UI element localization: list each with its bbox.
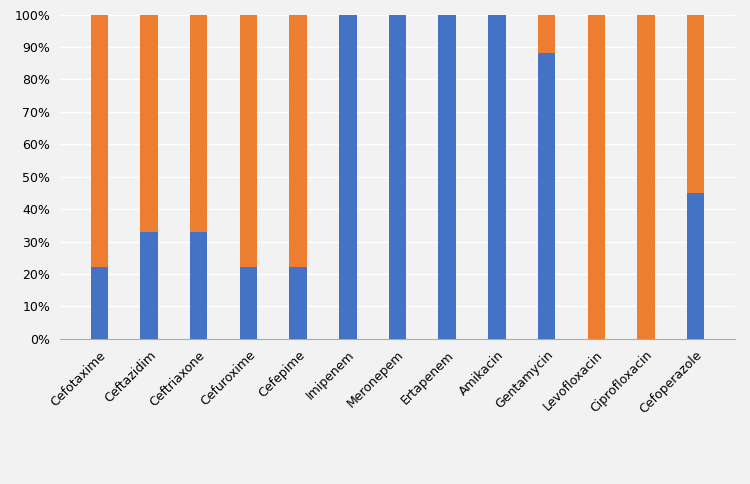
Bar <box>587 15 605 339</box>
Bar <box>140 232 158 339</box>
Bar <box>91 15 108 268</box>
Bar <box>339 15 356 339</box>
Bar <box>687 15 704 193</box>
Bar <box>240 15 257 268</box>
Bar <box>388 15 406 339</box>
Bar <box>190 232 208 339</box>
Legend: Sensitive, Resistant: Sensitive, Resistant <box>304 481 491 484</box>
Bar <box>439 15 456 339</box>
Bar <box>240 268 257 339</box>
Bar <box>190 15 208 232</box>
Bar <box>290 15 307 268</box>
Bar <box>91 268 108 339</box>
Bar <box>538 15 555 53</box>
Bar <box>538 53 555 339</box>
Bar <box>290 268 307 339</box>
Bar <box>687 193 704 339</box>
Bar <box>638 15 655 339</box>
Bar <box>488 15 506 339</box>
Bar <box>140 15 158 232</box>
